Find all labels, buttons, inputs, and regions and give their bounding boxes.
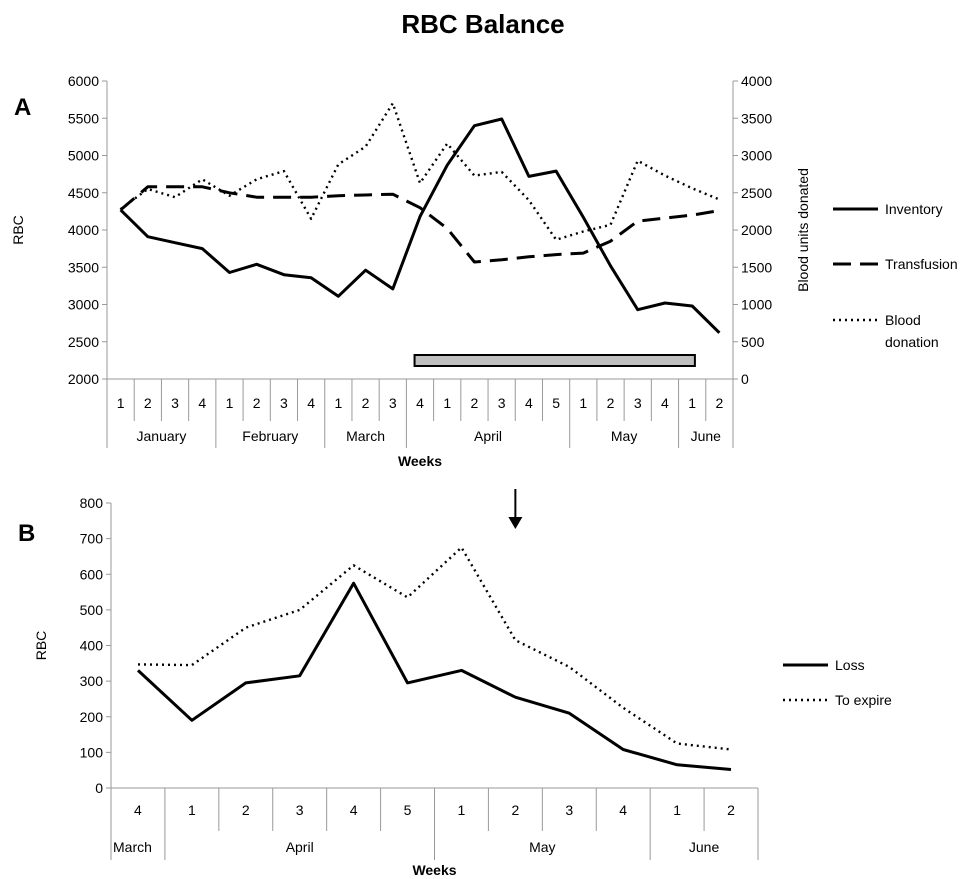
week-tick-label: 2 bbox=[253, 395, 261, 411]
arrow-annotation-head bbox=[508, 517, 523, 529]
week-tick-label: 5 bbox=[404, 802, 412, 818]
week-tick-label: 1 bbox=[117, 395, 125, 411]
y-axis-title: RBC bbox=[10, 215, 26, 245]
y-tick-label: 0 bbox=[95, 780, 103, 796]
month-label: January bbox=[137, 428, 187, 444]
week-tick-label: 1 bbox=[443, 395, 451, 411]
y-tick-label: 3000 bbox=[68, 297, 99, 313]
series-line-transfusion bbox=[119, 185, 720, 264]
y-tick-label: 3500 bbox=[68, 259, 99, 275]
week-tick-label: 1 bbox=[688, 395, 696, 411]
week-tick-label: 3 bbox=[171, 395, 179, 411]
y-tick-label: 800 bbox=[80, 495, 104, 511]
week-tick-label: 4 bbox=[198, 395, 206, 411]
week-tick-label: 1 bbox=[188, 802, 196, 818]
series-line-loss bbox=[136, 581, 732, 771]
y2-tick-label: 4000 bbox=[741, 73, 772, 89]
week-tick-label: 4 bbox=[525, 395, 533, 411]
week-tick-label: 2 bbox=[362, 395, 370, 411]
panel-b-chart: 0 100 200 300 400 500 600 700 800 4 1 2 3 4 5 1 2 3 4 1 2 Mar… bbox=[33, 489, 892, 878]
week-tick-label: 1 bbox=[579, 395, 587, 411]
y-tick-label: 5000 bbox=[68, 148, 99, 164]
y-tick-label: 600 bbox=[80, 566, 104, 582]
month-label: May bbox=[611, 428, 637, 444]
y-tick-label: 200 bbox=[80, 709, 104, 725]
y-tick-label: 4000 bbox=[68, 222, 99, 238]
y2-tick-label: 0 bbox=[741, 371, 749, 387]
y2-tick-label: 1000 bbox=[741, 297, 772, 313]
y2-tick-label: 1500 bbox=[741, 259, 772, 275]
week-tick-label: 2 bbox=[471, 395, 479, 411]
y-tick-label: 5500 bbox=[68, 110, 99, 126]
week-tick-label: 2 bbox=[242, 802, 250, 818]
week-tick-label: 3 bbox=[498, 395, 506, 411]
month-label: May bbox=[529, 839, 555, 855]
y2-tick-label: 3000 bbox=[741, 148, 772, 164]
y-tick-label: 2000 bbox=[68, 371, 99, 387]
y-tick-label: 500 bbox=[80, 602, 104, 618]
legend-label: Loss bbox=[835, 657, 865, 673]
month-label: March bbox=[346, 428, 385, 444]
y-tick-label: 6000 bbox=[68, 73, 99, 89]
y2-tick-label: 2500 bbox=[741, 185, 772, 201]
week-tick-label: 4 bbox=[416, 395, 424, 411]
y2-tick-label: 500 bbox=[741, 334, 765, 350]
series-line-to-expire bbox=[137, 546, 732, 751]
y-tick-label: 400 bbox=[80, 638, 104, 654]
week-tick-label: 2 bbox=[727, 802, 735, 818]
y-tick-label: 300 bbox=[80, 673, 104, 689]
month-label: April bbox=[474, 428, 502, 444]
week-tick-label: 1 bbox=[673, 802, 681, 818]
x-axis-title: Weeks bbox=[398, 453, 442, 469]
month-label: April bbox=[286, 839, 314, 855]
period-bar-annotation bbox=[413, 354, 696, 367]
week-tick-label: 2 bbox=[511, 802, 519, 818]
month-label: March bbox=[113, 839, 152, 855]
week-tick-label: 3 bbox=[389, 395, 397, 411]
month-label: June bbox=[689, 839, 720, 855]
week-tick-label: 5 bbox=[552, 395, 560, 411]
week-tick-label: 1 bbox=[226, 395, 234, 411]
week-tick-label: 3 bbox=[565, 802, 573, 818]
y2-tick-label: 2000 bbox=[741, 222, 772, 238]
week-tick-label: 4 bbox=[619, 802, 627, 818]
week-tick-label: 3 bbox=[280, 395, 288, 411]
month-label: June bbox=[691, 428, 722, 444]
series-line-inventory bbox=[119, 117, 721, 334]
panel-b-label: B bbox=[18, 520, 35, 547]
month-label: February bbox=[242, 428, 298, 444]
legend-label: To expire bbox=[835, 692, 892, 708]
week-tick-label: 2 bbox=[144, 395, 152, 411]
week-tick-label: 4 bbox=[134, 802, 142, 818]
legend-label: Transfusion bbox=[885, 256, 958, 272]
y-tick-label: 2500 bbox=[68, 334, 99, 350]
y-axis-title: RBC bbox=[33, 631, 49, 661]
week-tick-label: 2 bbox=[607, 395, 615, 411]
y-tick-label: 700 bbox=[80, 531, 104, 547]
week-tick-label: 4 bbox=[350, 802, 358, 818]
week-tick-label: 1 bbox=[334, 395, 342, 411]
y2-axis-title: Blood units donated bbox=[795, 168, 811, 292]
panel-a-label: A bbox=[14, 94, 31, 121]
legend-label: Blood donation bbox=[885, 312, 939, 350]
y-tick-label: 4500 bbox=[68, 185, 99, 201]
week-tick-label: 2 bbox=[715, 395, 723, 411]
x-axis-title: Weeks bbox=[412, 862, 456, 878]
week-tick-label: 3 bbox=[634, 395, 642, 411]
panel-a-chart: 2000 2500 3000 3500 4000 4500 5000 5500 6000 0 500… bbox=[10, 73, 958, 469]
week-tick-label: 1 bbox=[458, 802, 466, 818]
chart-title: RBC Balance bbox=[401, 9, 564, 39]
week-tick-label: 3 bbox=[296, 802, 304, 818]
y2-tick-label: 3500 bbox=[741, 110, 772, 126]
week-tick-label: 4 bbox=[661, 395, 669, 411]
y-tick-label: 100 bbox=[80, 744, 104, 760]
legend-label: Inventory bbox=[885, 201, 943, 217]
week-tick-label: 4 bbox=[307, 395, 315, 411]
